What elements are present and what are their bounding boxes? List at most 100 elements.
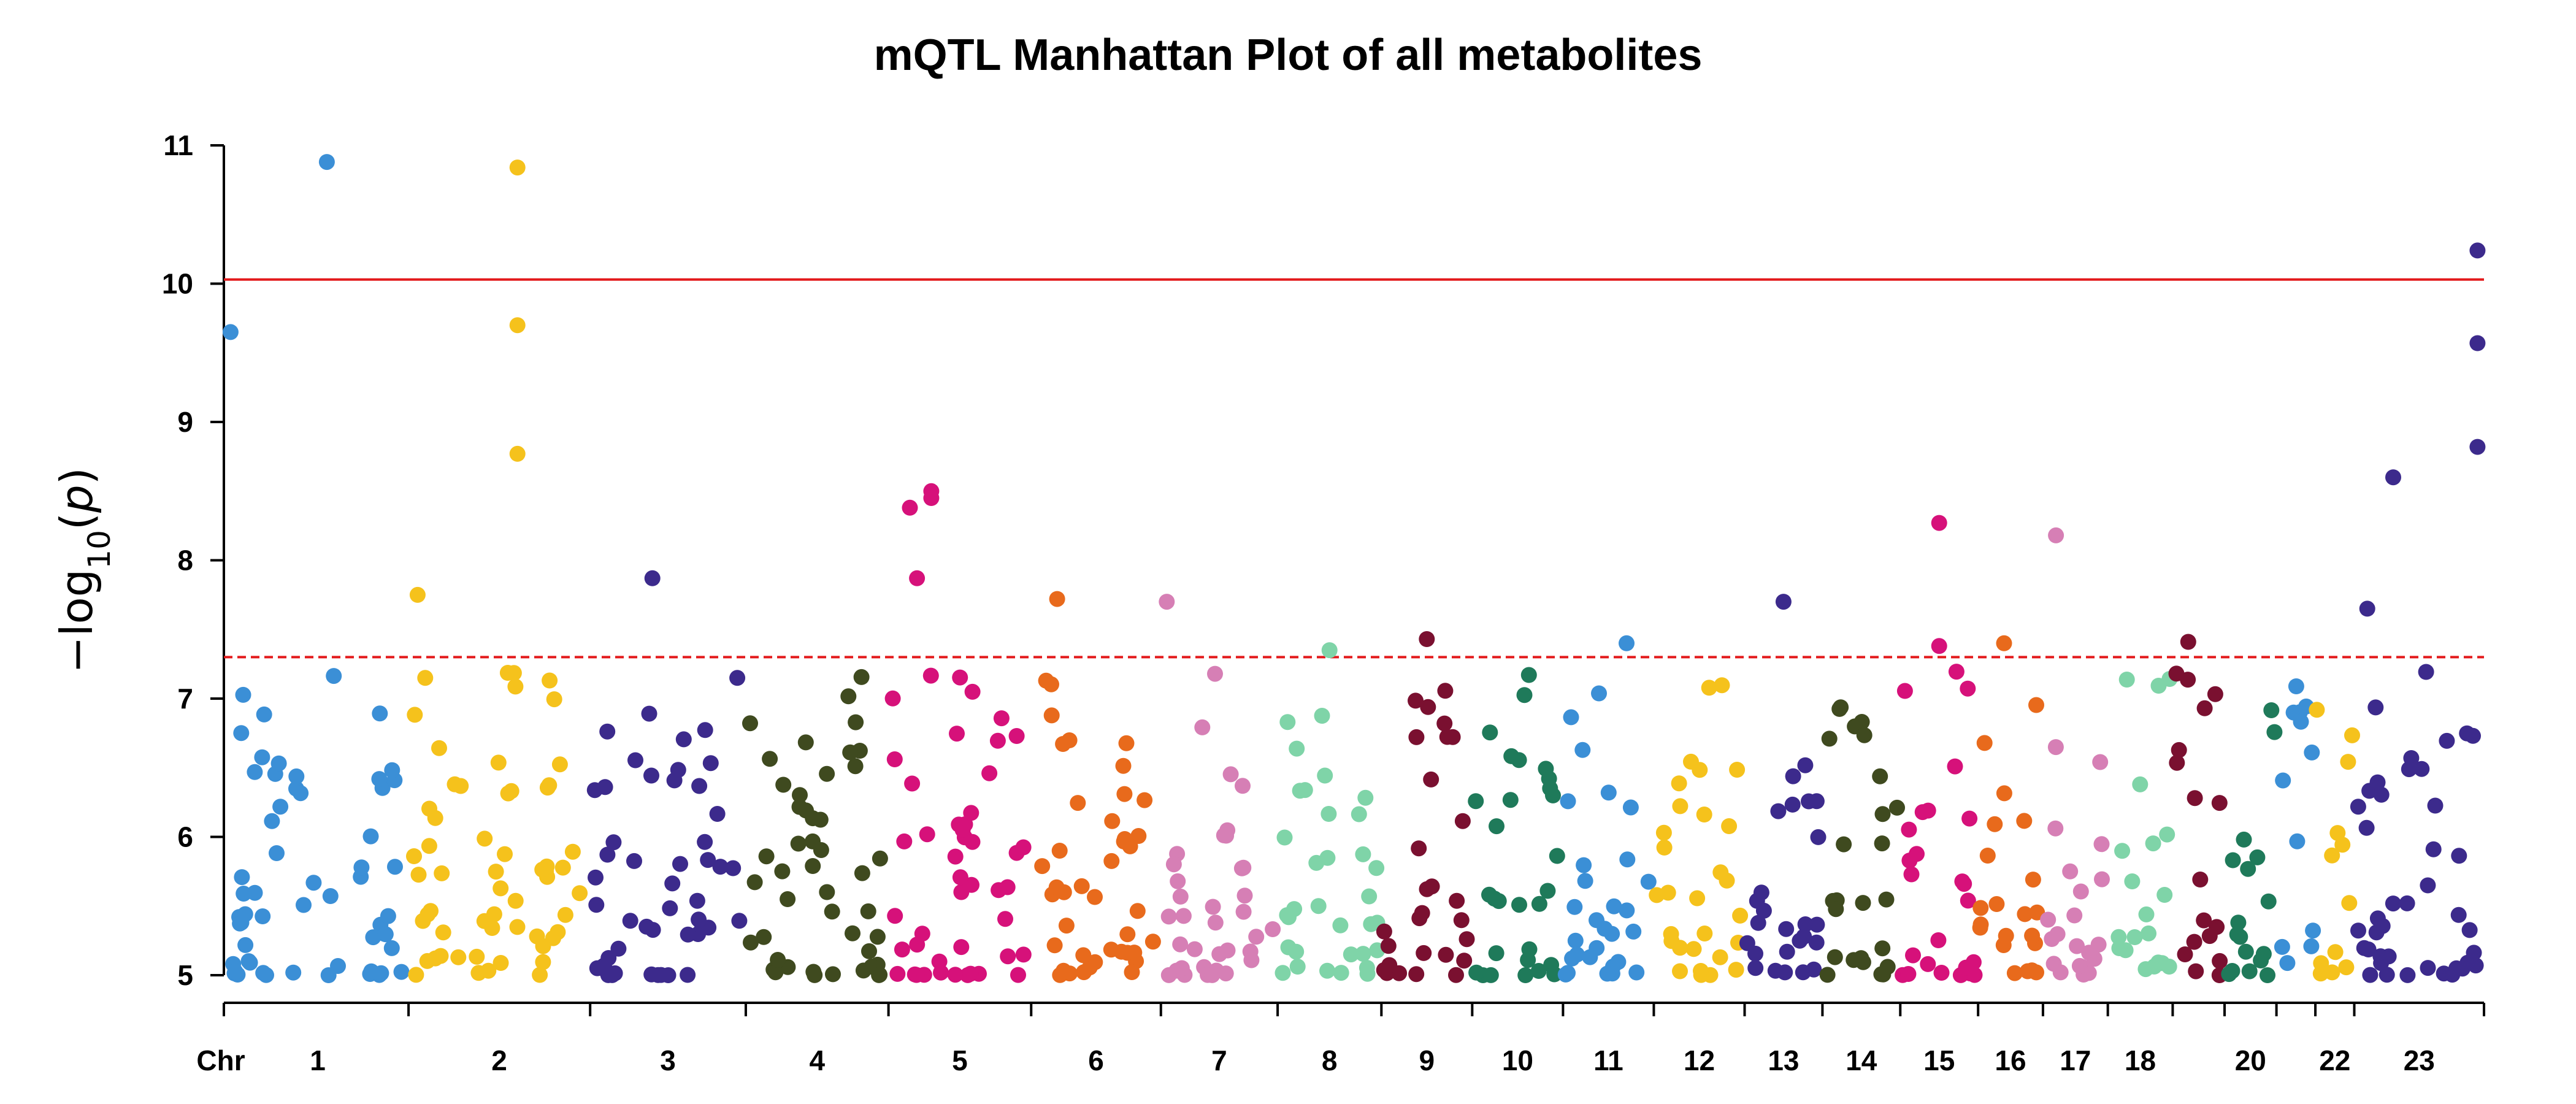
data-point-chr15 — [1960, 680, 1976, 697]
data-point-chr20 — [2263, 702, 2280, 718]
data-point-chr2 — [535, 954, 551, 970]
x-tick-label-chr10: 10 — [1502, 1045, 1533, 1076]
data-point-chr4 — [798, 802, 814, 819]
data-point-chr16-peak — [1996, 635, 2012, 651]
data-point-chr15 — [1933, 965, 1950, 981]
data-point-chr20 — [2266, 724, 2283, 740]
data-point-chr5 — [981, 765, 998, 781]
data-point-chr3 — [605, 834, 622, 851]
data-point-chr5 — [894, 941, 910, 958]
data-point-chr11 — [1599, 965, 1616, 982]
data-point-chr2 — [554, 859, 571, 876]
data-point-chr8 — [1361, 888, 1378, 905]
data-point-chr17 — [2071, 957, 2088, 974]
data-point-chr23 — [2362, 967, 2379, 983]
data-point-chr23 — [2399, 895, 2415, 911]
data-point-chr12 — [1714, 677, 1730, 694]
data-point-chr2 — [447, 776, 463, 792]
data-point-chr13 — [1797, 757, 1814, 773]
data-point-chr5 — [993, 710, 1010, 727]
data-point-chr23 — [2425, 841, 2442, 857]
data-point-chr3 — [626, 853, 642, 869]
data-point-chr4 — [853, 669, 870, 685]
data-point-chr1 — [384, 762, 401, 778]
data-point-chr9 — [1380, 938, 1397, 954]
data-point-chr21 — [2289, 833, 2306, 849]
data-point-chr3 — [643, 767, 659, 784]
data-point-chr23 — [2379, 967, 2395, 983]
data-point-chr1 — [237, 906, 253, 922]
data-point-chr3 — [680, 967, 696, 983]
data-point-chr10 — [1482, 724, 1498, 741]
data-point-chr9 — [1454, 813, 1471, 829]
data-point-chr2 — [477, 830, 493, 847]
data-point-chr10 — [1482, 967, 1499, 983]
data-point-chr20 — [2240, 861, 2256, 877]
data-point-chr2 — [500, 785, 516, 802]
y-tick-label: 7 — [177, 683, 193, 715]
data-point-chr23 — [2439, 732, 2455, 749]
x-tick-label-chr16: 16 — [1995, 1045, 2026, 1076]
data-point-chr1 — [235, 686, 251, 703]
data-point-chr4 — [775, 776, 792, 793]
data-point-chr16 — [2020, 963, 2036, 979]
data-point-chr9 — [1437, 683, 1454, 699]
data-point-chr20 — [2230, 914, 2247, 931]
data-point-chr20 — [2260, 967, 2275, 983]
data-point-chr20 — [2249, 849, 2266, 865]
data-point-chr17 — [2092, 754, 2109, 770]
data-point-chr15-peak — [1931, 515, 1947, 531]
data-point-chr23 — [2450, 907, 2467, 923]
data-point-chr9 — [1420, 699, 1436, 715]
data-point-chr5 — [952, 869, 968, 886]
data-point-chr17-peak — [2048, 527, 2064, 543]
data-point-chr13 — [1785, 768, 1801, 784]
data-point-chr8 — [1319, 962, 1335, 979]
data-point-chr1 — [255, 908, 271, 924]
data-point-chr9 — [1449, 892, 1465, 909]
x-axis: Chr 1 2 3 4 5 6 7 8 9 10 11 12 13 14 15 16 17 18 20 22 23 — [196, 1002, 2485, 1076]
data-point-chr17 — [2093, 836, 2110, 853]
data-point-chr5 — [922, 667, 939, 684]
data-point-chr1 — [234, 869, 250, 886]
data-point-chr3 — [697, 834, 713, 850]
data-point-chr8 — [1292, 783, 1308, 799]
data-point-chr8-peak — [1321, 642, 1338, 659]
data-point-chr6 — [1038, 672, 1054, 689]
data-point-chr12 — [1712, 949, 1728, 965]
data-point-chr16 — [2006, 965, 2023, 981]
data-point-chr22 — [2327, 944, 2344, 960]
data-point-chr4 — [845, 925, 861, 941]
data-point-chr1 — [272, 799, 289, 815]
data-point-chr3 — [712, 859, 729, 875]
data-point-chr6 — [1137, 792, 1153, 808]
data-point-chr5 — [953, 939, 970, 956]
data-point-chr4 — [840, 688, 857, 705]
data-point-chr12 — [1693, 967, 1709, 983]
data-point-chr1 — [269, 845, 285, 861]
data-point-chr9 — [1416, 945, 1432, 961]
data-point-chr6 — [1118, 735, 1135, 751]
data-point-chr11 — [1640, 873, 1657, 890]
data-point-chr8 — [1317, 767, 1333, 784]
data-point-chr13 — [1796, 929, 1812, 945]
data-point-chr9 — [1376, 962, 1392, 978]
data-point-chr19 — [2192, 872, 2209, 887]
data-point-chr11 — [1619, 851, 1636, 868]
data-point-chr18 — [2161, 959, 2177, 975]
data-point-chr15 — [1903, 866, 1920, 883]
data-point-chr1 — [320, 967, 337, 983]
data-point-chr21 — [2304, 744, 2320, 761]
data-point-chr10 — [1516, 687, 1533, 703]
data-point-chr10 — [1546, 966, 1563, 983]
data-point-chr12 — [1672, 963, 1688, 979]
data-point-chr4 — [819, 765, 835, 782]
data-point-chr4 — [790, 835, 807, 852]
data-point-chr9 — [1439, 729, 1455, 745]
data-point-chr14 — [1827, 949, 1843, 965]
data-point-chr5 — [1015, 946, 1032, 963]
data-point-chr14 — [1873, 966, 1890, 983]
data-point-chr3 — [662, 900, 678, 916]
data-point-chr9 — [1459, 931, 1475, 948]
data-point-chr4 — [792, 787, 808, 803]
